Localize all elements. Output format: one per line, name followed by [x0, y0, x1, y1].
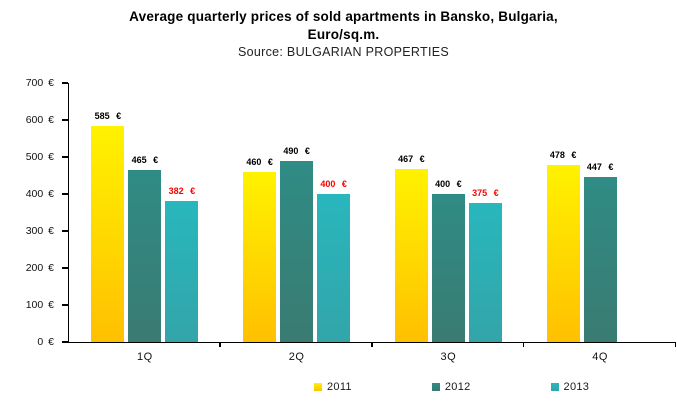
y-tick-label: 200 € — [25, 262, 54, 274]
bar-value-label: 465 € — [131, 154, 159, 165]
y-tick-mark — [62, 119, 68, 121]
bar-value-label: 400 € — [435, 179, 462, 189]
y-tick-label: 100 € — [25, 299, 54, 311]
bar-value-label: 460 € — [246, 156, 273, 167]
y-tick-mark — [62, 156, 68, 158]
bar-2011-4Q — [546, 165, 580, 342]
legend-label: 2012 — [444, 381, 471, 393]
y-tick-label: 300 € — [25, 225, 54, 237]
x-category-label: 3Q — [440, 351, 457, 363]
title-block: Average quarterly prices of sold apartme… — [30, 8, 657, 61]
chart-title-line1: Average quarterly prices of sold apartme… — [129, 9, 558, 24]
bar-2013-2Q — [317, 194, 351, 342]
bar-value-label: 447 € — [586, 161, 614, 172]
legend-item-2013: 2013 — [550, 381, 590, 393]
x-tick-mark — [371, 342, 373, 347]
bar-value-label: 478 € — [549, 150, 577, 161]
bar-2012-4Q — [583, 176, 617, 342]
legend-label: 2013 — [563, 381, 590, 393]
bar-value-label: 400 € — [320, 179, 347, 189]
y-tick-label: 600 € — [25, 114, 54, 126]
bar-2012-3Q — [431, 194, 465, 342]
bar-value-label: 375 € — [472, 188, 499, 199]
bar-value-label: 585 € — [94, 110, 122, 121]
x-category-label: 4Q — [592, 351, 608, 363]
x-tick-mark — [219, 342, 221, 347]
y-tick-label: 0 € — [37, 336, 54, 348]
legend-item-2012: 2012 — [431, 381, 471, 393]
legend-item-2011: 2011 — [314, 381, 352, 393]
plot-area: 1Q 2Q 3Q 4Q 585 € 460 € 467 € 478 € 465 € 490 € 40… — [62, 82, 676, 363]
legend-swatch-2011 — [314, 383, 322, 391]
y-tick-mark — [62, 304, 68, 306]
x-tick-mark — [522, 342, 525, 347]
y-tick-mark — [62, 267, 68, 269]
bar-2013-1Q — [165, 200, 199, 342]
y-tick-mark — [62, 82, 68, 84]
y-tick-mark — [62, 341, 68, 343]
legend-swatch-2012 — [431, 383, 440, 391]
legend-swatch-2013 — [550, 383, 559, 391]
x-category-label: 1Q — [137, 351, 153, 363]
bar-value-label: 490 € — [283, 145, 310, 156]
bar-2011-3Q — [394, 169, 428, 342]
bar-2012-2Q — [280, 160, 314, 342]
bar-2011-2Q — [243, 171, 277, 342]
x-category-label: 2Q — [288, 351, 305, 363]
bar-2011-1Q — [91, 125, 125, 342]
bar-2012-1Q — [128, 169, 162, 342]
bar-value-label: 382 € — [168, 185, 196, 196]
legend: 2011 2012 2013 — [0, 381, 677, 393]
y-tick-label: 500 € — [25, 151, 54, 163]
chart-title-line2: Euro/sq.m. — [307, 27, 380, 42]
legend-label: 2011 — [327, 381, 352, 393]
bar-2013-3Q — [468, 203, 502, 342]
bar-value-label: 467 € — [398, 154, 425, 165]
y-tick-label: 400 € — [25, 188, 54, 200]
y-tick-label: 700 € — [25, 77, 54, 89]
y-tick-mark — [62, 193, 68, 195]
chart-source: Source: BULGARIAN PROPERTIES — [237, 45, 449, 59]
y-tick-mark — [62, 230, 68, 232]
y-axis: 0 € 100 € 200 € 300 € 400 € 500 € 600 € 700 € — [0, 77, 62, 348]
x-tick-mark — [674, 342, 676, 347]
